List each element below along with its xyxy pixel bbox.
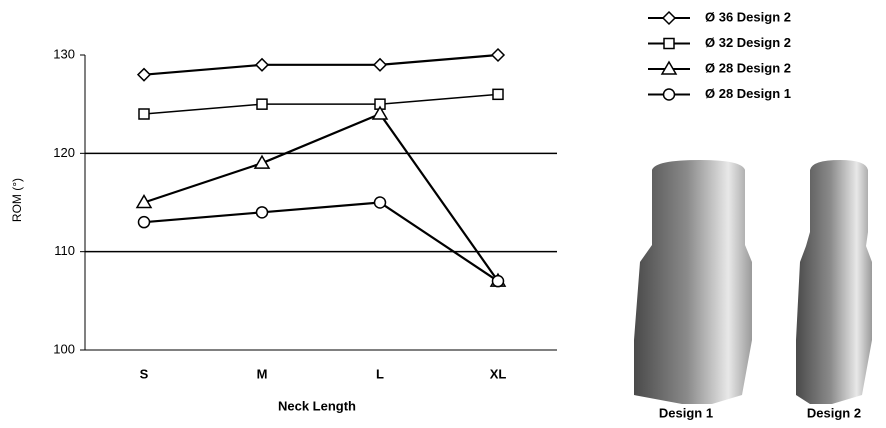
legend-marker [663,12,675,24]
series-line [144,114,498,281]
marker [492,49,504,61]
legend-label: Ø 28 Design 2 [705,60,791,75]
series-line [144,55,498,75]
y-tick-label: 110 [54,243,75,258]
series-line [144,203,498,282]
y-tick-label: 100 [53,341,75,356]
marker [374,59,386,71]
marker [375,197,386,208]
marker [493,89,503,99]
marker [257,99,267,109]
legend-label: Ø 28 Design 1 [705,86,791,101]
x-tick-label: M [257,366,268,381]
figure-label: Design 2 [807,405,861,420]
neck-design-1 [634,160,752,404]
marker [139,217,150,228]
y-tick-label: 130 [53,46,75,61]
marker [256,59,268,71]
legend-label: Ø 36 Design 2 [705,9,791,24]
marker [139,109,149,119]
x-tick-label: S [140,366,149,381]
legend-label: Ø 32 Design 2 [705,35,791,50]
legend-marker [664,89,675,100]
y-tick-label: 120 [53,145,75,160]
x-tick-label: L [376,366,384,381]
figure-label: Design 1 [659,405,713,420]
marker [493,276,504,287]
chart: ROM (°) Neck Length Design 1 Design 2 10… [0,0,886,428]
marker [257,207,268,218]
neck-design-2 [796,160,872,404]
x-axis-label: Neck Length [278,398,356,413]
y-axis-label: ROM (°) [10,178,24,222]
x-tick-label: XL [490,366,507,381]
legend-marker [664,39,674,49]
marker [138,69,150,81]
series-line [144,94,498,114]
